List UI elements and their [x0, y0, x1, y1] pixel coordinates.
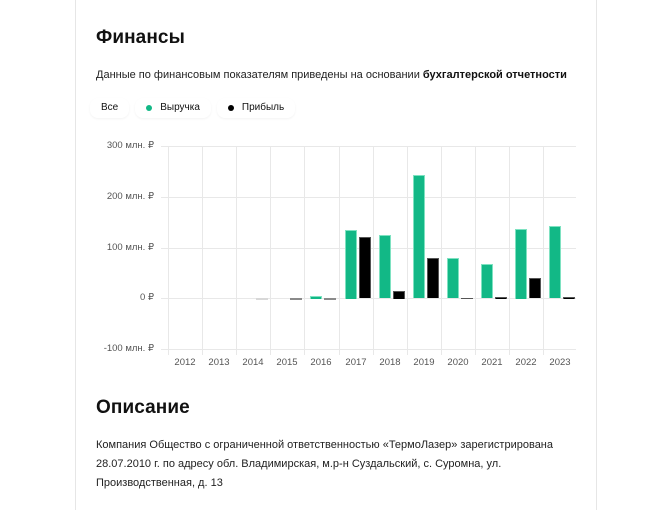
x-axis-tick-label: 2020	[447, 357, 469, 368]
x-axis-tick-label: 2021	[481, 357, 503, 368]
gridline-vertical	[304, 146, 305, 355]
profit-bar-2019[interactable]	[427, 258, 439, 298]
revenue-bar-2023[interactable]	[549, 226, 561, 298]
gridline-vertical	[202, 146, 203, 355]
y-axis-tick-label: 100 млн. ₽	[106, 242, 154, 253]
revenue-bar-2018[interactable]	[379, 235, 391, 298]
profit-bar-2014[interactable]	[256, 298, 268, 300]
gridline-vertical	[168, 146, 169, 355]
legend-filter-revenue[interactable]: Выручка	[135, 98, 211, 118]
revenue-bar-2020[interactable]	[447, 258, 459, 298]
legend-label: Все	[101, 102, 119, 113]
gridline-vertical	[509, 146, 510, 355]
y-axis-tick-label: 200 млн. ₽	[106, 191, 154, 202]
gridline-vertical	[236, 146, 237, 355]
profit-bar-2016[interactable]	[324, 298, 336, 300]
revenue-bar-2019[interactable]	[413, 175, 425, 298]
finance-title: Финансы	[96, 27, 185, 48]
profit-bar-2020[interactable]	[461, 298, 473, 299]
finance-bar-chart: 300 млн. ₽ 200 млн. ₽ 100 млн. ₽ 0 ₽ -100 мл…	[103, 140, 576, 368]
y-axis-tick-label: 300 млн. ₽	[106, 140, 154, 151]
gridline-vertical	[441, 146, 442, 355]
y-axis-tick-label: 0 ₽	[140, 292, 154, 303]
gridline-vertical	[373, 146, 374, 355]
x-axis-tick-label: 2015	[276, 357, 298, 368]
legend-filter-profit[interactable]: Прибыль	[216, 98, 296, 118]
gridline-horizontal	[161, 197, 576, 198]
subtitle-text: Данные по финансовым показателям приведе…	[96, 69, 423, 81]
revenue-bar-2021[interactable]	[481, 264, 493, 298]
gridline-horizontal	[161, 349, 576, 350]
revenue-bar-2017[interactable]	[345, 230, 357, 299]
x-axis-tick-label: 2012	[174, 357, 196, 368]
x-axis-tick-label: 2014	[242, 357, 264, 368]
x-axis-tick-label: 2023	[549, 357, 571, 368]
legend-filter-all[interactable]: Все	[90, 98, 130, 118]
y-axis-tick-label: -100 млн. ₽	[103, 343, 154, 354]
revenue-dot-icon	[146, 104, 153, 111]
x-axis-tick-label: 2018	[379, 357, 401, 368]
revenue-bar-2022[interactable]	[515, 229, 527, 299]
description-text: Компания Общество с ограниченной ответст…	[96, 439, 553, 489]
chart-legend: Все Выручка Прибыль	[90, 98, 296, 118]
description-title: Описание	[96, 397, 190, 418]
gridline-vertical	[407, 146, 408, 355]
profit-dot-icon	[227, 104, 234, 111]
x-axis-tick-label: 2022	[515, 357, 537, 368]
legend-label: Выручка	[160, 102, 200, 113]
gridline-vertical	[543, 146, 544, 355]
content-card	[75, 0, 597, 510]
gridline-horizontal	[161, 146, 576, 147]
profit-bar-2021[interactable]	[495, 297, 507, 299]
revenue-bar-2016[interactable]	[310, 296, 322, 299]
gridline-horizontal	[161, 298, 576, 299]
gridline-vertical	[475, 146, 476, 355]
legend-label: Прибыль	[241, 102, 285, 113]
profit-bar-2022[interactable]	[529, 278, 541, 298]
profit-bar-2018[interactable]	[393, 291, 405, 299]
gridline-vertical	[339, 146, 340, 355]
accounting-report-link[interactable]: бухгалтерской отчетности	[422, 69, 567, 81]
profit-bar-2017[interactable]	[359, 237, 371, 298]
finance-subtitle: Данные по финансовым показателям приведе…	[96, 69, 567, 81]
x-axis-tick-label: 2016	[310, 357, 332, 368]
x-axis-tick-label: 2013	[208, 357, 230, 368]
profit-bar-2015[interactable]	[290, 298, 302, 300]
gridline-vertical	[270, 146, 271, 355]
profit-bar-2023[interactable]	[563, 297, 575, 299]
x-axis-tick-label: 2019	[413, 357, 435, 368]
x-axis-tick-label: 2017	[345, 357, 367, 368]
